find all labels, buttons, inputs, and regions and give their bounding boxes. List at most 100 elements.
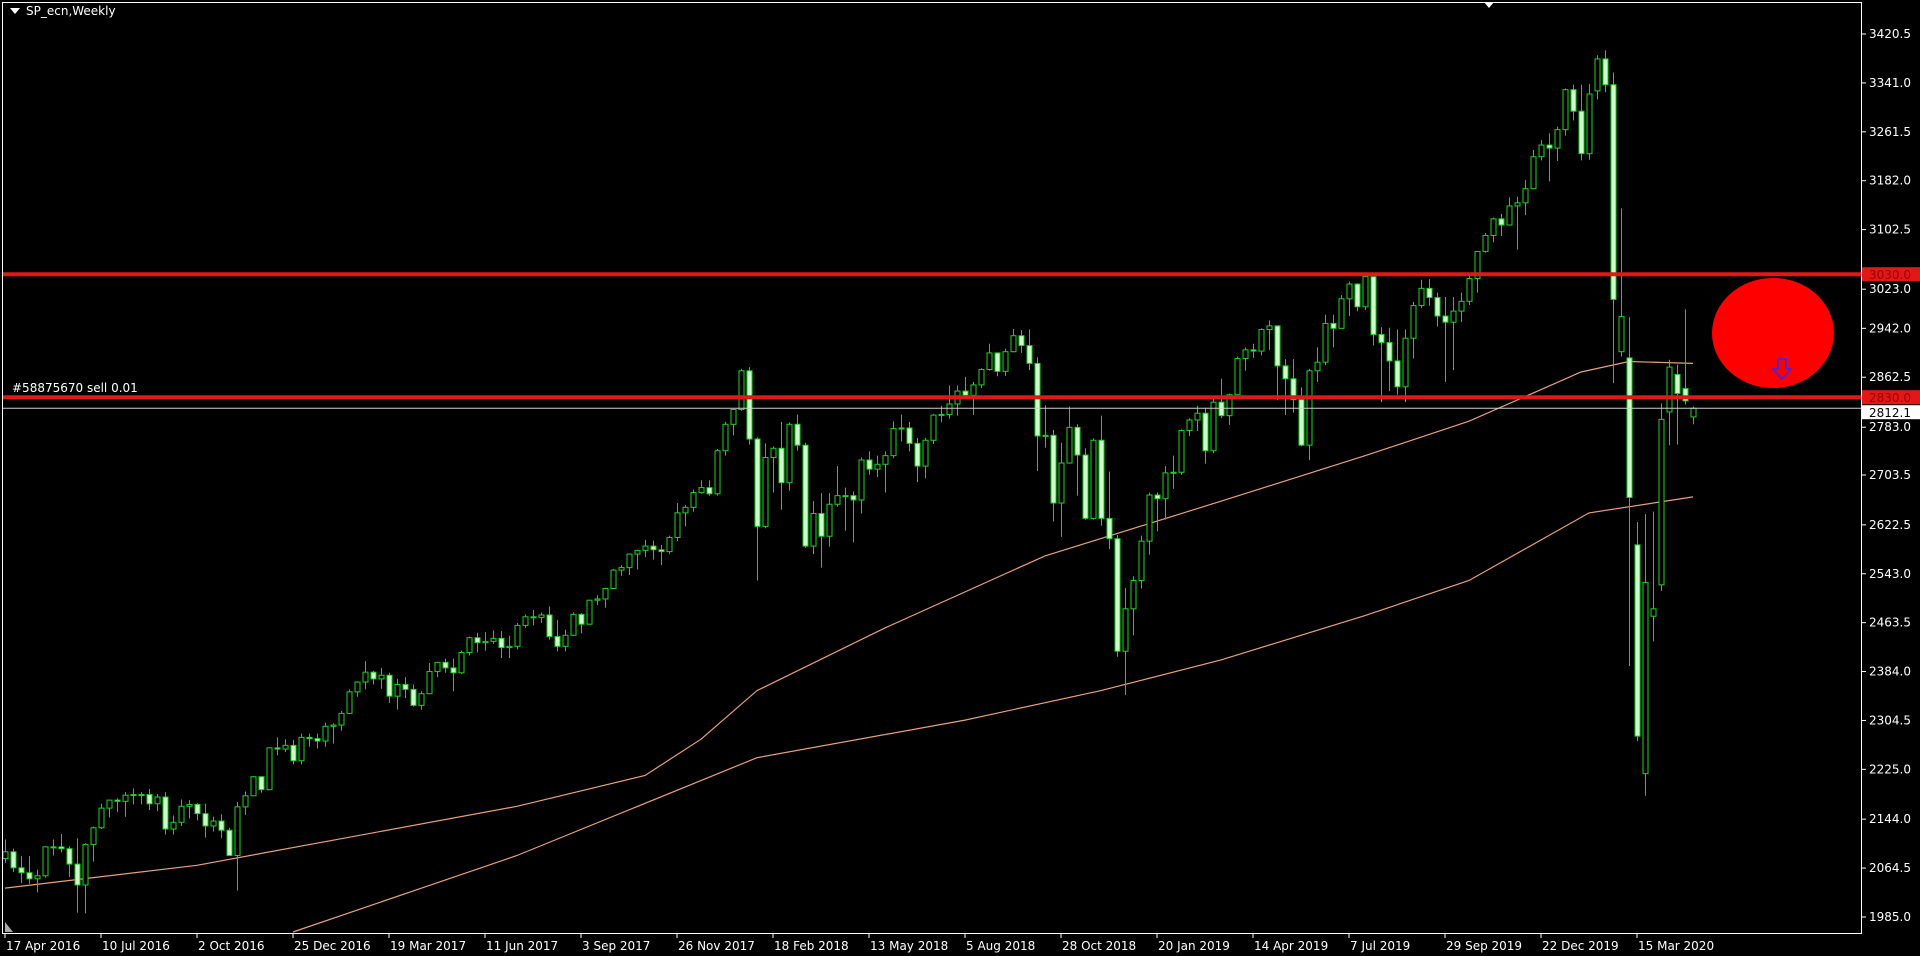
horizontal-levels[interactable] <box>3 272 1862 409</box>
candle-body-bull <box>538 614 545 618</box>
price-tick-label: 2543.0 <box>1869 567 1911 581</box>
level-price-badge <box>1862 267 1920 282</box>
candle <box>690 489 697 512</box>
candle <box>34 869 41 893</box>
candle <box>1178 429 1185 475</box>
candle-body-bull <box>594 598 601 601</box>
candle <box>730 408 737 436</box>
candle-body-bull <box>634 549 641 555</box>
candle-body-bull <box>1002 351 1009 372</box>
candle-body-bear <box>1034 362 1041 437</box>
candle <box>578 613 585 634</box>
candle-body-bear <box>442 661 449 669</box>
candle <box>1378 327 1385 403</box>
candle <box>10 848 17 873</box>
candle-body-bull <box>322 725 329 742</box>
candle-body-bear <box>10 851 17 869</box>
candle <box>386 672 393 703</box>
candle <box>1290 359 1297 413</box>
candle-body-bear <box>1602 58 1609 86</box>
candle-body-bear <box>194 803 201 815</box>
candle-body-bear <box>274 747 281 750</box>
candle <box>1186 418 1193 436</box>
candle <box>1442 296 1449 382</box>
candle-body-bull <box>490 637 497 642</box>
dropdown-triangle-icon[interactable] <box>10 8 20 14</box>
candle <box>554 619 561 652</box>
candle-body-bear <box>818 512 825 537</box>
red-circle-marker[interactable] <box>1712 278 1834 388</box>
candle <box>1138 535 1145 589</box>
candle-body-bull <box>1522 188 1529 204</box>
candle-body-bear <box>1378 333 1385 343</box>
candle-body-bull <box>1170 471 1177 474</box>
candle-body-bull <box>1058 462 1065 504</box>
candle <box>1658 403 1665 591</box>
candle-body-bear <box>1370 276 1377 335</box>
candle-body-bear <box>1074 426 1081 456</box>
candle-body-bear <box>218 820 225 831</box>
candle <box>834 466 841 507</box>
candle-body-bear <box>746 370 753 440</box>
order-label[interactable]: #58875670 sell 0.01 <box>12 381 138 395</box>
candle <box>1146 492 1153 555</box>
candle <box>898 414 905 442</box>
price-axis[interactable]: 3420.5 3341.0 3261.5 3182.0 3102.5 3030.03023… <box>1862 27 1920 924</box>
date-tick-label: 14 Apr 2019 <box>1254 939 1328 953</box>
candle <box>1330 314 1337 348</box>
candle-body-bull <box>938 413 945 416</box>
candle <box>858 457 865 514</box>
price-tick-label: 3182.0 <box>1869 174 1911 188</box>
candle <box>1274 325 1281 401</box>
price-tick-label: 2064.5 <box>1869 861 1911 875</box>
candle <box>1602 50 1609 93</box>
candle <box>498 630 505 659</box>
candle-body-bull <box>266 747 273 791</box>
candle-body-bull <box>426 671 433 695</box>
candle-body-bull <box>682 506 689 514</box>
candle <box>1666 359 1673 446</box>
candle <box>130 788 137 805</box>
candle <box>18 856 25 884</box>
candle-body-bull <box>1258 329 1265 352</box>
price-tick-label: 2622.5 <box>1869 518 1911 532</box>
candle <box>410 684 417 707</box>
candle <box>210 816 217 832</box>
candle <box>922 437 929 479</box>
candle-body-bear <box>1610 84 1617 300</box>
candle <box>1634 522 1641 742</box>
candle-body-bull <box>1362 276 1369 308</box>
chart-frame <box>2 2 1862 934</box>
candle <box>1538 140 1545 161</box>
time-axis[interactable]: 17 Apr 2016 10 Jul 2016 2 Oct 2016 25 Dec 2… <box>4 933 1714 953</box>
candle <box>1026 329 1033 371</box>
candle-body-bull <box>666 536 673 553</box>
candle <box>1450 296 1457 371</box>
candle-body-bear <box>410 688 417 706</box>
candle <box>802 442 809 548</box>
current-price-label: 2812.1 <box>1869 406 1911 420</box>
candle-body-bull <box>394 683 401 697</box>
candle <box>138 792 145 805</box>
candle <box>322 722 329 747</box>
date-tick-label: 7 Jul 2019 <box>1350 939 1410 953</box>
candle <box>1498 213 1505 237</box>
candle-body-bear <box>26 872 33 880</box>
candle-body-bull <box>42 846 49 877</box>
candle-body-bull <box>1314 361 1321 372</box>
candle <box>1066 406 1073 464</box>
candle <box>538 612 545 623</box>
candle-body-bull <box>1586 93 1593 155</box>
sell-arrow-down-icon[interactable] <box>1771 358 1793 381</box>
date-tick-label: 20 Jan 2019 <box>1158 939 1230 953</box>
candle-body-bull <box>1562 89 1569 131</box>
chart-shift-marker-icon[interactable] <box>1484 2 1494 8</box>
candle <box>930 413 937 444</box>
candle <box>298 733 305 765</box>
candle <box>1682 309 1689 405</box>
candle <box>1202 407 1209 464</box>
candle <box>1490 217 1497 243</box>
candle <box>746 367 753 445</box>
candle <box>986 343 993 371</box>
